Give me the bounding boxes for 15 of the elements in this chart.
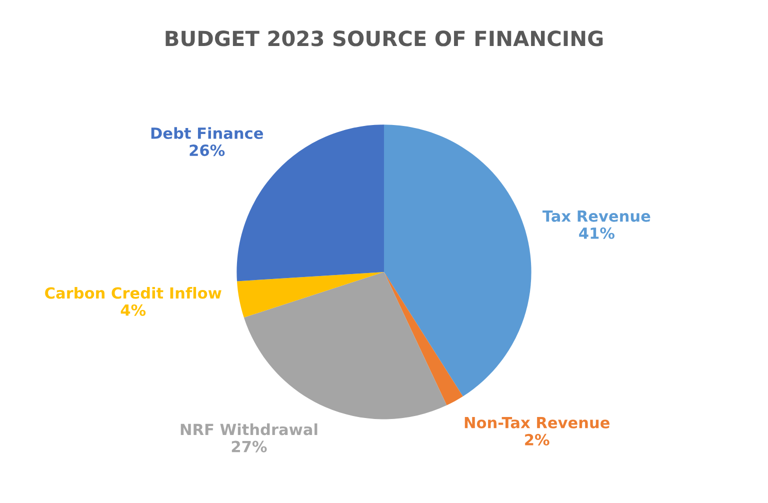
data-label: 2% bbox=[525, 434, 550, 446]
data-label: 4% bbox=[120, 304, 146, 316]
data-label: 27% bbox=[232, 440, 267, 452]
data-label: 26% bbox=[190, 144, 225, 156]
slice-label: Debt Finance bbox=[151, 127, 263, 139]
slice-label: Carbon Credit Inflow bbox=[45, 286, 222, 299]
slice-label: Tax Revenue bbox=[542, 210, 650, 222]
slice-label: NRF Withdrawal bbox=[180, 423, 318, 436]
pie-slice bbox=[236, 272, 384, 318]
data-label: 41% bbox=[579, 227, 614, 239]
slice-label: Non-Tax Revenue bbox=[464, 417, 610, 428]
pie-slice bbox=[384, 124, 532, 396]
chart-title: BUDGET 2023 SOURCE OF FINANCING bbox=[166, 30, 603, 46]
pie-slice bbox=[384, 272, 463, 406]
pie-slice bbox=[244, 272, 447, 420]
